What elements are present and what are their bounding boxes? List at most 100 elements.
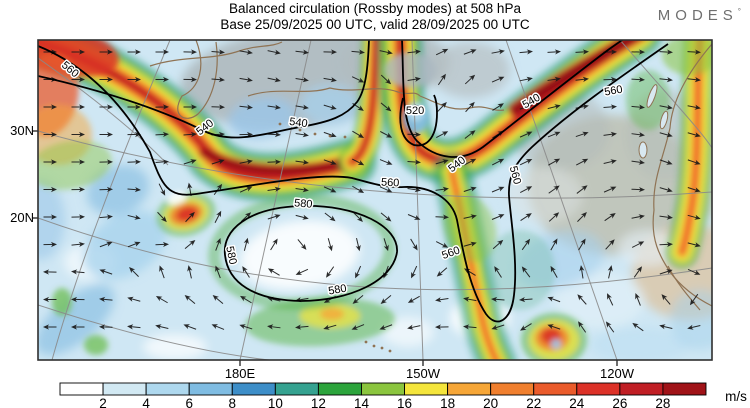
wind-arrow-head xyxy=(552,212,560,219)
wind-arrow xyxy=(578,238,586,251)
wind-arrow xyxy=(383,238,389,252)
wind-arrow-head xyxy=(106,131,113,138)
wind-arrow-head xyxy=(184,295,191,301)
wind-arrow-head xyxy=(638,76,645,83)
wind-arrow-head xyxy=(134,186,141,193)
wind-arrow xyxy=(127,104,141,110)
wind-arrow-head xyxy=(187,265,193,272)
wind-arrow xyxy=(71,104,85,110)
wind-arrow-head xyxy=(580,212,587,219)
wind-arrow-head xyxy=(357,132,365,139)
wind-arrow xyxy=(158,183,166,196)
wind-arrow xyxy=(437,73,446,86)
modes-logo-mark: ° xyxy=(737,7,741,16)
wind-arrow xyxy=(295,49,309,55)
wind-arrow xyxy=(240,295,252,304)
wind-arrow-head xyxy=(463,324,470,330)
wind-arrow-head xyxy=(666,132,673,138)
wind-arrow xyxy=(155,104,169,110)
wind-arrow xyxy=(579,265,585,279)
wind-arrow-head xyxy=(274,131,281,138)
graticule-line xyxy=(239,40,312,360)
wind-arrow-head xyxy=(107,76,113,83)
wind-arrow-head xyxy=(183,324,190,330)
wind-arrow xyxy=(211,76,225,83)
map-frame xyxy=(37,39,713,361)
wind-arrow xyxy=(99,76,113,83)
jet-stream-band xyxy=(679,40,703,255)
wind-arrow-head xyxy=(442,214,449,220)
wind-arrow-head xyxy=(351,324,359,330)
wind-arrow xyxy=(633,266,643,278)
wind-speed-blob xyxy=(52,288,72,316)
wind-arrow-head xyxy=(215,265,221,272)
wind-arrow-head xyxy=(99,269,106,275)
wind-speed-blob xyxy=(84,335,108,355)
wind-arrow xyxy=(211,159,225,165)
wind-arrow-head xyxy=(694,187,701,193)
wind-arrow xyxy=(463,214,477,220)
jet-stream-bands xyxy=(38,40,712,360)
wind-arrow xyxy=(43,214,57,220)
wind-arrow xyxy=(351,324,365,330)
wind-arrow-head xyxy=(302,104,309,110)
high-pressure-green-ring xyxy=(208,193,396,311)
wind-arrow-head xyxy=(216,210,222,218)
wind-arrow xyxy=(575,76,589,82)
wind-arrow xyxy=(327,238,333,252)
colorbar-cell xyxy=(231,382,276,396)
wind-arrow xyxy=(127,131,141,138)
wind-arrow-head xyxy=(242,266,248,273)
island-dot xyxy=(388,349,392,353)
wind-arrow-head xyxy=(51,104,57,110)
wind-arrow xyxy=(379,324,393,330)
wind-arrow-head xyxy=(635,292,641,300)
wind-arrow xyxy=(267,268,280,276)
wind-arrow xyxy=(521,266,531,278)
wind-arrow-head xyxy=(441,48,449,54)
wind-arrow xyxy=(631,132,645,138)
coastline xyxy=(149,41,283,67)
wind-arrow-head xyxy=(607,293,612,300)
wind-arrow xyxy=(659,132,673,138)
wind-arrow-head xyxy=(71,269,78,275)
wind-arrow xyxy=(687,159,701,165)
contour-label: 520 xyxy=(406,105,424,117)
wind-arrow xyxy=(659,324,673,330)
wind-arrow xyxy=(155,296,168,304)
wind-arrow-head xyxy=(384,78,392,85)
wind-arrow xyxy=(295,187,309,193)
wind-arrow xyxy=(437,101,447,113)
wind-arrow xyxy=(267,77,281,83)
wind-arrow-head xyxy=(693,270,701,275)
wind-arrow-head xyxy=(470,49,477,55)
wind-arrow xyxy=(687,132,701,138)
wind-arrow xyxy=(465,101,475,113)
wind-arrow xyxy=(43,104,57,110)
contour-label: 580 xyxy=(223,245,239,265)
wind-arrow xyxy=(99,49,113,55)
wind-arrow-head xyxy=(554,104,561,110)
wind-arrow xyxy=(435,297,449,303)
wind-arrow-head xyxy=(133,241,141,247)
wind-arrow-head xyxy=(327,244,333,252)
wind-arrow-head xyxy=(407,324,414,330)
wind-arrow-head xyxy=(580,238,586,245)
wind-arrow-head xyxy=(160,189,166,196)
wind-arrow xyxy=(155,159,169,165)
wind-arrow xyxy=(43,131,57,138)
wind-arrow-head xyxy=(79,49,85,55)
y-axis-label-30N: 30N xyxy=(10,123,34,138)
wind-arrow-head xyxy=(99,324,106,330)
wind-arrow-head xyxy=(71,296,78,303)
wind-arrow xyxy=(492,103,504,111)
wind-arrow xyxy=(687,324,701,330)
height-contour-540 xyxy=(38,40,370,139)
wind-speed-blob xyxy=(430,42,510,98)
wind-arrow-head xyxy=(274,214,281,220)
wind-arrow-head xyxy=(329,215,336,222)
wind-arrow xyxy=(215,237,221,251)
wind-arrow-head xyxy=(274,186,281,192)
colorbar-tick-label: 12 xyxy=(311,396,326,408)
wind-arrow xyxy=(576,158,589,166)
